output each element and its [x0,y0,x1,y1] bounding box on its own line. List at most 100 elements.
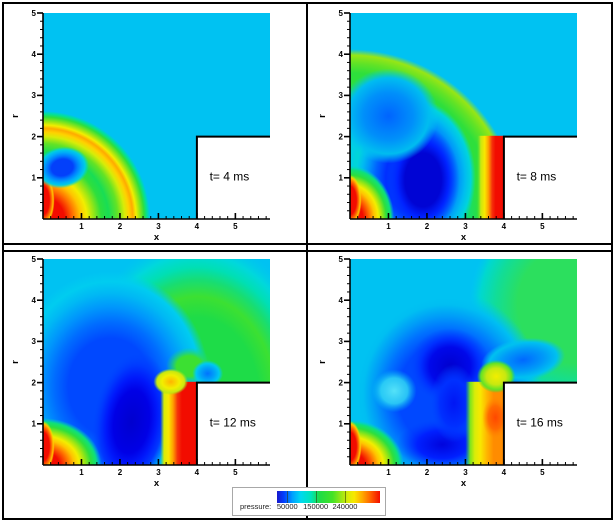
contour-blob [43,420,55,465]
step-outline [502,381,577,465]
y-tick-label: 1 [339,420,344,429]
time-label: t= 12 ms [210,416,256,430]
x-axis-label: x [154,478,160,489]
step-obstacle [503,136,577,219]
x-tick-label: 3 [156,222,161,231]
x-tick-label: 1 [386,222,391,231]
x-tick-label: 3 [156,468,161,477]
x-axis-label: x [461,478,467,489]
y-tick-label: 2 [32,378,37,387]
step-obstacle [196,136,270,219]
legend-tick-value: 240000 [332,502,358,511]
step-outline [195,381,270,465]
x-tick-label: 2 [425,468,430,477]
y-tick-label: 2 [339,378,344,387]
x-tick-label: 1 [79,222,84,231]
y-tick-label: 4 [32,296,37,305]
time-label: t= 16 ms [517,416,563,430]
x-tick-label: 2 [118,222,123,231]
contour-blob [371,369,417,413]
x-tick-label: 2 [425,222,430,231]
axes [344,258,577,466]
step-outline [195,135,270,219]
y-tick-label: 1 [32,174,37,183]
y-axis-label: r [10,114,21,118]
contour-blob [43,111,150,219]
x-tick-label: 4 [502,222,507,231]
y-tick-label: 2 [32,132,37,141]
tick-labels: 1 2 3 4 5 1 2 3 4 5 [339,9,546,231]
time-label: t= 4 ms [210,170,250,184]
panel-t12ms: 1 2 3 4 5 1 2 3 4 5 x r t= 12 ms [4,249,304,489]
x-tick-label: 3 [463,468,468,477]
contour-blob [482,396,509,440]
contour-plot-16ms: 1 2 3 4 5 1 2 3 4 5 x r t= 16 ms [317,255,577,489]
vertical-divider [306,4,308,518]
y-tick-label: 4 [339,50,344,59]
x-axis-label: x [154,232,160,243]
contour-blob [350,174,362,219]
y-tick-label: 1 [32,420,37,429]
contour-blob [350,420,362,465]
tick-labels: 1 2 3 4 5 1 2 3 4 5 [339,255,546,477]
contour-band [476,135,505,219]
tick-labels: 1 2 3 4 5 1 2 3 4 5 [32,255,239,477]
panel-t16ms: 1 2 3 4 5 1 2 3 4 5 x r t= 16 ms [311,249,611,489]
legend-box: pressure: 50000 150000 240000 [232,487,386,516]
step-outline [502,135,577,219]
contour-plot-12ms: 1 2 3 4 5 1 2 3 4 5 x r t= 12 ms [10,255,270,489]
legend-tick-value: 50000 [276,502,298,511]
time-label: t= 8 ms [517,170,557,184]
y-axis-label: r [317,114,328,118]
y-tick-label: 2 [339,132,344,141]
y-tick-label: 1 [339,174,344,183]
contour-blob [43,418,102,465]
contour-field [350,13,577,219]
panel-t4ms: 1 2 3 4 5 1 2 3 4 5 x r t= 4 ms [4,3,304,243]
x-tick-label: 5 [540,222,545,231]
y-tick-label: 5 [32,9,37,18]
step-obstacle [196,382,270,465]
x-tick-label: 4 [502,468,507,477]
contour-band [160,381,198,465]
x-tick-label: 1 [386,468,391,477]
panel-t8ms: 1 2 3 4 5 1 2 3 4 5 x r t= 8 ms [311,3,611,243]
contour-blob [350,419,404,465]
y-tick-label: 4 [339,296,344,305]
y-tick-label: 4 [32,50,37,59]
contour-blob [350,68,439,164]
contour-plot-4ms: 1 2 3 4 5 1 2 3 4 5 x r t= 4 ms [10,9,270,243]
legend-colorbar [277,491,380,503]
legend-bar-tick [315,491,317,503]
axes [344,12,577,220]
y-tick-label: 3 [32,337,37,346]
y-axis-label: r [10,360,21,364]
contour-blob [153,368,189,395]
y-tick-label: 3 [339,91,344,100]
legend-tick-value: 150000 [303,502,329,511]
x-axis-label: x [461,232,467,243]
x-tick-label: 2 [118,468,123,477]
contour-plot-8ms: 1 2 3 4 5 1 2 3 4 5 x r t= 8 ms [317,9,577,243]
x-tick-label: 5 [233,222,238,231]
x-tick-label: 5 [540,468,545,477]
x-tick-label: 3 [463,222,468,231]
x-tick-label: 4 [195,222,200,231]
axes [37,12,270,220]
x-tick-label: 4 [195,468,200,477]
y-tick-label: 5 [339,9,344,18]
axes [37,258,270,466]
legend-bar-tick [344,491,346,503]
y-tick-label: 3 [339,337,344,346]
x-tick-label: 1 [79,468,84,477]
contour-field [350,259,577,465]
x-tick-label: 5 [233,468,238,477]
contour-blob [91,352,172,465]
step-obstacle [503,382,577,465]
tick-labels: 1 2 3 4 5 1 2 3 4 5 [32,9,239,231]
legend-label: pressure: [240,502,272,511]
y-tick-label: 5 [339,255,344,264]
contour-blob [43,146,90,189]
y-tick-label: 5 [32,255,37,264]
